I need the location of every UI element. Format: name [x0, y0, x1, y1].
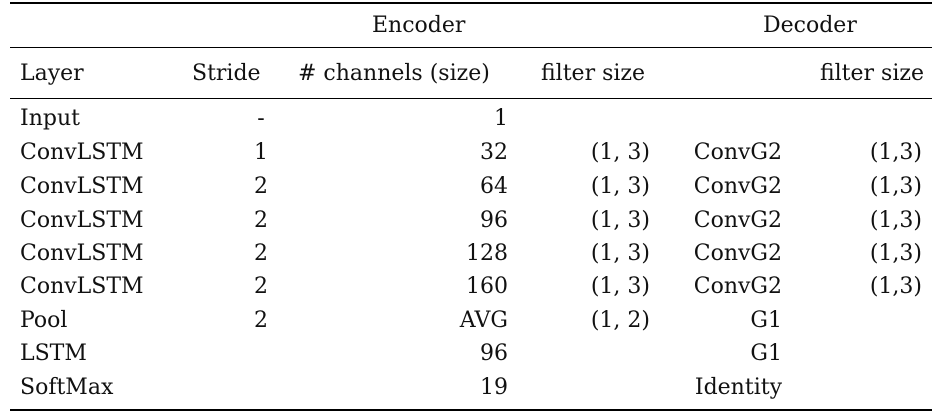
channels-cell: 96	[480, 208, 508, 233]
layer-cell: ConvLSTM	[20, 174, 144, 199]
channels-cell: 96	[480, 341, 508, 366]
stride-cell: 2	[254, 274, 268, 299]
decoder-filter-size-cell: (1,3)	[869, 241, 922, 266]
stride-cell: 1	[254, 140, 268, 165]
table-row: SoftMax 19 Identity	[0, 374, 942, 405]
table-row: ConvLSTM 2 96 (1, 3) ConvG2 (1,3)	[0, 207, 942, 238]
layer-cell: ConvLSTM	[20, 140, 144, 165]
decoder-layer-cell: ConvG2	[693, 140, 782, 165]
layer-cell: LSTM	[20, 341, 87, 366]
channels-column-header: # channels (size)	[298, 61, 490, 86]
table-row: Input - 1	[0, 105, 942, 136]
decoder-filter-size-cell: (1,3)	[869, 174, 922, 199]
stride-column-header: Stride	[192, 61, 261, 86]
channels-cell: 1	[494, 106, 508, 131]
encoder-group-header: Encoder	[372, 13, 466, 38]
table-row: ConvLSTM 2 64 (1, 3) ConvG2 (1,3)	[0, 173, 942, 204]
channels-cell: 64	[480, 174, 508, 199]
channels-cell: 160	[466, 274, 508, 299]
encoder-filter-size-cell: (1, 3)	[590, 208, 650, 233]
layer-cell: ConvLSTM	[20, 208, 144, 233]
stride-cell: 2	[254, 241, 268, 266]
table-row: Pool 2 AVG (1, 2) G1	[0, 307, 942, 338]
decoder-layer-cell: G1	[750, 341, 782, 366]
decoder-layer-cell: ConvG2	[693, 208, 782, 233]
channels-cell: 128	[466, 241, 508, 266]
layer-column-header: Layer	[20, 61, 84, 86]
decoder-layer-cell: Identity	[694, 375, 782, 400]
encoder-filter-size-cell: (1, 3)	[590, 274, 650, 299]
encoder-filter-size-cell: (1, 3)	[590, 140, 650, 165]
table-top-rule	[10, 2, 932, 4]
channels-cell: 19	[480, 375, 508, 400]
layer-cell: ConvLSTM	[20, 241, 144, 266]
encoder-filter-size-cell: (1, 3)	[590, 174, 650, 199]
column-header-rule	[10, 98, 932, 99]
encoder-filter-size-cell: (1, 3)	[590, 241, 650, 266]
encoder-filter-size-cell: (1, 2)	[590, 308, 650, 333]
stride-cell: 2	[254, 308, 268, 333]
decoder-layer-cell: ConvG2	[693, 241, 782, 266]
decoder-filter-size-cell: (1,3)	[869, 140, 922, 165]
layer-cell: ConvLSTM	[20, 274, 144, 299]
decoder-layer-cell: ConvG2	[693, 274, 782, 299]
decoder-filter-size-cell: (1,3)	[869, 274, 922, 299]
decoder-filter-size-cell: (1,3)	[869, 208, 922, 233]
stride-cell: -	[257, 106, 265, 131]
encoder-filter-size-header: filter size	[541, 61, 646, 86]
stride-cell: 2	[254, 174, 268, 199]
channels-cell: AVG	[459, 308, 508, 333]
table-row: LSTM 96 G1	[0, 340, 942, 371]
channels-cell: 32	[480, 140, 508, 165]
decoder-layer-cell: G1	[750, 308, 782, 333]
stride-cell: 2	[254, 208, 268, 233]
table-bottom-rule	[10, 409, 932, 411]
layer-cell: Input	[20, 106, 80, 131]
group-header-rule	[10, 47, 932, 48]
layer-cell: SoftMax	[20, 375, 114, 400]
table-row: ConvLSTM 2 160 (1, 3) ConvG2 (1,3)	[0, 273, 942, 304]
decoder-layer-cell: ConvG2	[693, 174, 782, 199]
layer-cell: Pool	[20, 308, 68, 333]
table-row: ConvLSTM 2 128 (1, 3) ConvG2 (1,3)	[0, 240, 942, 271]
decoder-group-header: Decoder	[763, 13, 857, 38]
table-row: ConvLSTM 1 32 (1, 3) ConvG2 (1,3)	[0, 139, 942, 170]
decoder-filter-size-header: filter size	[819, 61, 924, 86]
